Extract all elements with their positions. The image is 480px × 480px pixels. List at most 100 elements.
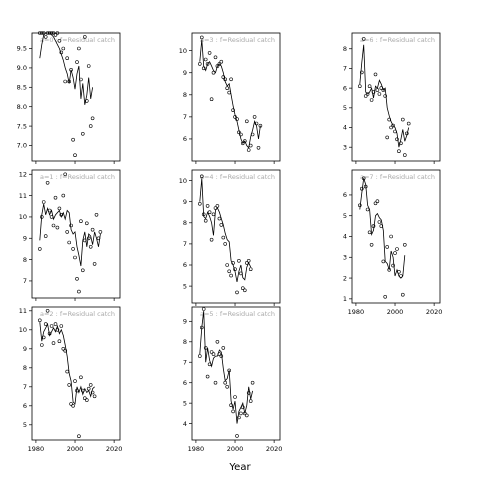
data-point [71,247,75,251]
data-point [245,119,249,124]
data-point [39,31,44,35]
data-point [246,148,251,152]
data-point [395,137,399,142]
data-point [231,261,235,265]
data-point [373,201,378,206]
data-point [217,62,222,66]
data-point [45,31,50,35]
data-point [383,294,388,299]
x-tick-label: 1980 [188,445,205,453]
data-point [229,77,233,82]
data-point [209,237,214,242]
data-point [79,219,83,223]
data-point [200,35,204,40]
data-point [233,395,237,399]
data-point [219,354,224,358]
data-point [198,62,202,66]
data-point [211,70,216,75]
panel-frame [351,32,441,162]
data-point [43,35,48,39]
data-point [241,141,245,146]
panel-frame [351,169,441,304]
y-tick-label: 4 [343,124,347,132]
data-point [203,57,208,62]
x-tick-label: 2020 [266,445,283,453]
data-point [71,403,75,408]
data-point [369,98,374,102]
data-point [83,238,87,243]
y-tick-label: 11 [19,307,27,315]
data-point [45,308,50,313]
data-point [37,318,42,323]
data-point [239,411,243,416]
data-point [211,352,216,356]
y-tick-label: 3 [343,143,347,151]
data-point [402,243,407,247]
data-point [51,223,56,228]
data-point [241,286,245,291]
data-point [373,72,378,77]
data-point [235,434,239,438]
data-point [256,146,261,150]
data-point [209,350,214,354]
data-point [79,375,83,380]
data-point [67,79,71,84]
panel-a6: a=6 : f=Residual catch 3 4 5 6 7 8 [343,32,441,164]
y-tick-label: 6 [183,135,187,143]
data-point [225,263,229,267]
data-point [248,399,253,403]
data-point [81,388,85,393]
data-point [223,242,227,246]
data-point [83,396,87,401]
data-point [55,31,60,35]
y-tick-label: 8.5 [17,84,27,92]
y-tick-label: 6 [23,402,27,410]
data-point [239,132,243,137]
y-tick-label: 1 [343,295,347,303]
data-point [377,92,382,96]
data-point [225,384,229,389]
data-point [49,324,54,328]
x-tick-label: 2020 [426,308,443,316]
data-point [92,262,97,266]
data-point [213,380,218,385]
data-point [215,339,220,344]
data-point [57,206,62,211]
x-tick-label: 2000 [227,445,244,453]
y-tick-label: 6 [343,84,347,92]
y-tick-label: 7 [183,358,187,366]
data-point [363,184,368,189]
data-point [61,193,66,198]
data-point [69,223,73,228]
series-line [39,32,93,105]
data-point [88,245,93,249]
data-point [397,269,401,274]
data-point [243,139,247,143]
data-point [37,247,42,251]
data-point [237,258,241,263]
y-tick-label: 3 [343,253,347,261]
data-point [217,352,222,356]
x-tick-label: 1980 [28,445,45,453]
data-point [81,132,85,136]
y-tick-label: 8 [23,256,27,264]
panel-a3: a=3 : f=Residual catch 6 7 8 9 10 [179,32,281,164]
data-point [198,202,202,206]
data-point [63,79,67,84]
series-line [199,311,253,424]
y-tick-label: 9 [23,234,27,242]
data-point [221,235,226,240]
y-tick-label: 9 [23,345,27,353]
data-point [371,90,376,94]
data-point [377,220,382,224]
panel-title: a=3 : f=Residual catch [200,36,275,44]
y-tick-label: 5 [343,104,347,112]
data-point [75,388,79,393]
y-tick-label: 8 [183,338,187,346]
y-tick-label: 6 [343,191,347,199]
data-point [243,288,247,293]
data-point [41,335,46,340]
data-point [233,267,237,272]
data-point [207,51,212,55]
data-point [90,390,95,395]
